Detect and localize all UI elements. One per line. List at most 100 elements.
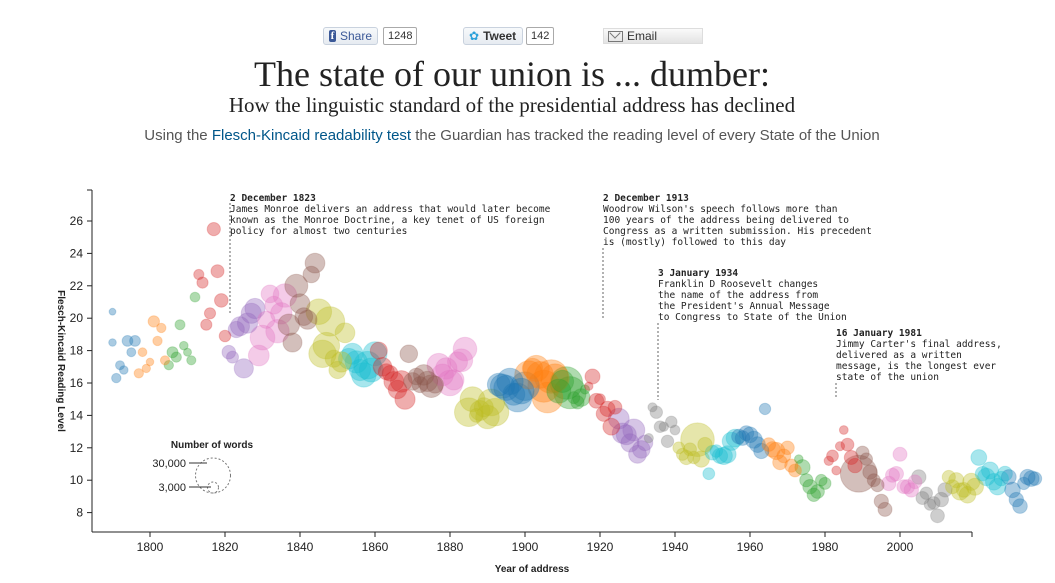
data-point[interactable] (514, 360, 544, 390)
data-point[interactable] (294, 307, 314, 327)
data-point[interactable] (328, 360, 347, 380)
data-point[interactable] (411, 376, 429, 394)
data-point[interactable] (304, 252, 326, 274)
data-point[interactable] (394, 388, 416, 410)
data-point[interactable] (678, 449, 694, 466)
data-point[interactable] (839, 454, 878, 493)
data-point[interactable] (802, 479, 818, 495)
data-point[interactable] (888, 466, 904, 482)
data-point[interactable] (137, 347, 148, 358)
data-point[interactable] (1027, 471, 1043, 486)
data-point[interactable] (546, 378, 572, 404)
data-point[interactable] (607, 407, 630, 430)
data-point[interactable] (847, 457, 863, 474)
data-point[interactable] (788, 463, 802, 478)
data-point[interactable] (933, 491, 949, 508)
data-point[interactable] (1017, 476, 1031, 491)
data-point[interactable] (758, 402, 772, 416)
data-point[interactable] (570, 395, 585, 410)
data-point[interactable] (907, 474, 923, 490)
data-point[interactable] (831, 465, 842, 476)
data-point[interactable] (866, 473, 881, 488)
data-point[interactable] (314, 306, 346, 337)
data-point[interactable] (257, 310, 276, 329)
data-point[interactable] (607, 399, 623, 415)
data-point[interactable] (818, 476, 832, 490)
tweet-button[interactable]: ✿ Tweet (463, 27, 523, 45)
data-point[interactable] (272, 283, 298, 308)
data-point[interactable] (553, 376, 587, 410)
data-point[interactable] (672, 441, 686, 455)
data-point[interactable] (210, 264, 225, 279)
data-point[interactable] (962, 472, 981, 491)
data-point[interactable] (873, 493, 889, 509)
data-point[interactable] (985, 473, 1003, 491)
data-point[interactable] (780, 440, 795, 456)
data-point[interactable] (981, 461, 999, 480)
data-point[interactable] (247, 344, 270, 367)
data-point[interactable] (892, 446, 908, 462)
data-point[interactable] (687, 450, 701, 465)
data-point[interactable] (477, 388, 506, 417)
data-point[interactable] (584, 368, 601, 385)
data-point[interactable] (179, 340, 189, 351)
data-point[interactable] (369, 341, 388, 360)
data-point[interactable] (1000, 469, 1017, 485)
data-point[interactable] (203, 307, 217, 320)
data-point[interactable] (264, 295, 284, 315)
data-point[interactable] (454, 397, 484, 428)
data-point[interactable] (567, 391, 581, 405)
data-point[interactable] (602, 417, 621, 436)
data-point[interactable] (108, 307, 117, 316)
data-point[interactable] (119, 365, 129, 375)
data-point[interactable] (240, 302, 262, 324)
data-point[interactable] (826, 449, 839, 463)
data-point[interactable] (508, 377, 535, 405)
data-point[interactable] (636, 434, 654, 452)
data-point[interactable] (948, 472, 965, 489)
data-point[interactable] (527, 369, 561, 403)
data-point[interactable] (970, 449, 988, 466)
data-point[interactable] (549, 366, 584, 400)
data-point[interactable] (480, 397, 510, 427)
data-point[interactable] (324, 349, 343, 368)
data-point[interactable] (721, 431, 741, 451)
data-point[interactable] (714, 446, 733, 465)
data-point[interactable] (348, 358, 372, 382)
data-point[interactable] (338, 347, 360, 370)
data-point[interactable] (579, 384, 591, 395)
data-point[interactable] (1004, 481, 1021, 499)
data-point[interactable] (749, 436, 766, 454)
data-point[interactable] (145, 357, 155, 367)
data-point[interactable] (1023, 470, 1040, 487)
data-point[interactable] (945, 479, 960, 495)
data-point[interactable] (186, 355, 197, 366)
data-point[interactable] (915, 491, 930, 505)
data-point[interactable] (141, 363, 152, 374)
data-point[interactable] (221, 344, 237, 360)
data-point[interactable] (496, 367, 524, 396)
data-point[interactable] (305, 298, 333, 326)
data-point[interactable] (435, 357, 458, 380)
data-point[interactable] (632, 440, 651, 459)
data-point[interactable] (214, 293, 229, 308)
data-point[interactable] (615, 424, 637, 446)
data-point[interactable] (870, 478, 885, 493)
data-point[interactable] (834, 441, 846, 452)
data-point[interactable] (859, 452, 873, 466)
data-point[interactable] (660, 434, 675, 448)
data-point[interactable] (334, 322, 356, 344)
data-point[interactable] (738, 425, 755, 442)
data-point[interactable] (815, 473, 828, 487)
data-point[interactable] (358, 357, 384, 383)
data-point[interactable] (233, 358, 254, 379)
data-point[interactable] (899, 479, 916, 495)
data-point[interactable] (903, 482, 919, 498)
data-point[interactable] (885, 467, 900, 483)
data-point[interactable] (734, 430, 751, 446)
data-point[interactable] (595, 405, 612, 422)
data-point[interactable] (550, 369, 575, 393)
data-point[interactable] (244, 297, 266, 320)
data-point[interactable] (502, 382, 533, 413)
data-point[interactable] (599, 400, 616, 417)
